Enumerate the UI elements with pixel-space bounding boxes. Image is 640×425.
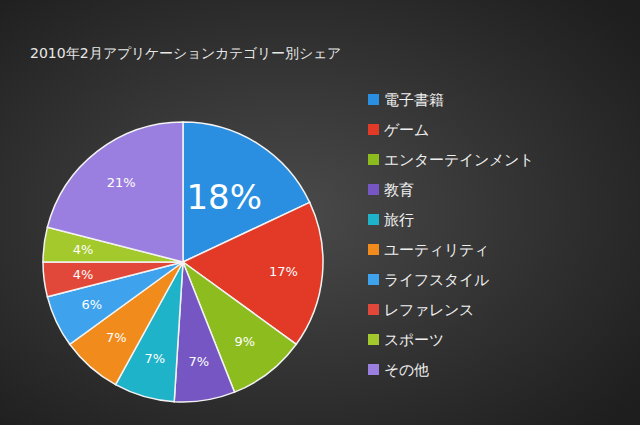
- legend-swatch: [368, 184, 379, 195]
- legend-item: ゲーム: [368, 121, 429, 139]
- pie-slice: [47, 122, 183, 262]
- legend-label: その他: [384, 361, 429, 379]
- data-label: 21%: [107, 175, 136, 190]
- legend-item: スポーツ: [368, 331, 444, 349]
- data-label: 7%: [145, 351, 166, 366]
- legend-swatch: [368, 124, 379, 135]
- pie: [43, 122, 323, 402]
- legend-swatch: [368, 334, 379, 345]
- chart-container: 2010年2月アプリケーションカテゴリー別シェア 18% 17% 9% 7% 7% 7% 6%…: [0, 0, 640, 425]
- data-label: 7%: [188, 354, 209, 369]
- data-label: 7%: [106, 330, 127, 345]
- legend-item: レファレンス: [368, 301, 474, 319]
- legend-label: 旅行: [384, 211, 414, 229]
- data-label: 6%: [81, 297, 102, 312]
- data-label: 4%: [73, 242, 94, 257]
- legend-item: その他: [368, 361, 429, 379]
- legend-item: エンターテインメント: [368, 151, 534, 169]
- chart-svg: 2010年2月アプリケーションカテゴリー別シェア 18% 17% 9% 7% 7% 7% 6%…: [0, 0, 640, 425]
- data-label: 4%: [73, 267, 94, 282]
- chart-title: 2010年2月アプリケーションカテゴリー別シェア: [30, 45, 341, 61]
- legend-swatch: [368, 154, 379, 165]
- legend-swatch: [368, 274, 379, 285]
- legend-swatch: [368, 214, 379, 225]
- background: [0, 0, 640, 425]
- legend-item: ユーティリティ: [368, 241, 489, 259]
- legend-label: レファレンス: [384, 301, 474, 319]
- legend-label: 教育: [384, 181, 414, 199]
- legend-label: 電子書籍: [384, 91, 444, 109]
- legend-item: 旅行: [368, 211, 414, 229]
- legend-label: ライフスタイル: [384, 271, 489, 289]
- legend-label: ユーティリティ: [384, 241, 489, 259]
- legend-item: 教育: [368, 181, 414, 199]
- legend: 電子書籍ゲームエンターテインメント教育旅行ユーティリティライフスタイルレファレン…: [368, 91, 534, 379]
- legend-swatch: [368, 94, 379, 105]
- legend-swatch: [368, 244, 379, 255]
- data-label: 17%: [269, 264, 298, 279]
- pie-slice: [174, 262, 234, 402]
- data-labels: 18% 17% 9% 7% 7% 7% 6% 4% 4% 21%: [73, 175, 298, 369]
- legend-item: 電子書籍: [368, 91, 444, 109]
- legend-swatch: [368, 304, 379, 315]
- data-label: 9%: [234, 334, 255, 349]
- legend-label: スポーツ: [384, 331, 444, 349]
- legend-label: ゲーム: [384, 121, 429, 139]
- legend-swatch: [368, 364, 379, 375]
- data-label: 18%: [186, 177, 262, 217]
- legend-label: エンターテインメント: [384, 151, 534, 169]
- pie-slice: [43, 262, 183, 297]
- legend-item: ライフスタイル: [368, 271, 489, 289]
